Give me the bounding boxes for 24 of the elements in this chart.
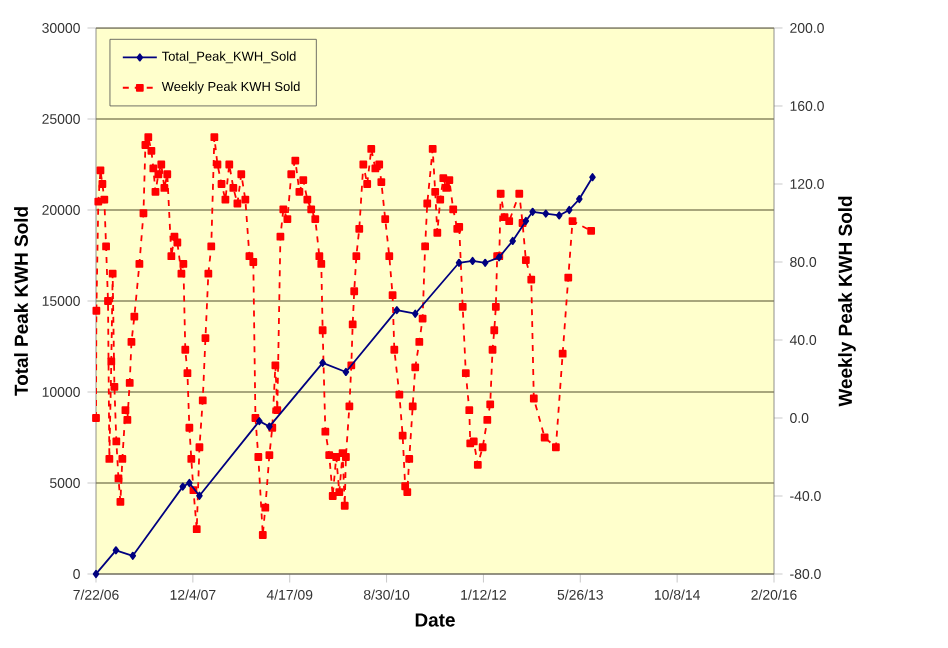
point bbox=[481, 258, 489, 267]
point bbox=[529, 207, 536, 216]
point bbox=[342, 367, 350, 377]
point bbox=[179, 482, 187, 491]
point bbox=[469, 256, 476, 266]
point bbox=[455, 258, 463, 267]
point bbox=[186, 478, 193, 488]
point bbox=[555, 211, 563, 220]
y-axis-title: Total Peak KWH Sold bbox=[14, 207, 28, 396]
point bbox=[196, 491, 203, 500]
point bbox=[256, 417, 263, 426]
point bbox=[411, 309, 419, 318]
point bbox=[509, 236, 516, 246]
point bbox=[565, 205, 573, 215]
point bbox=[589, 173, 596, 182]
point bbox=[576, 194, 583, 204]
y2-axis-title: Weekly Peak KWH Sold bbox=[838, 196, 856, 407]
point bbox=[542, 209, 550, 218]
point bbox=[129, 551, 137, 560]
point bbox=[112, 546, 120, 555]
x-axis-title: Date bbox=[415, 613, 455, 627]
point bbox=[319, 358, 326, 367]
point bbox=[92, 569, 100, 579]
point bbox=[393, 306, 401, 315]
